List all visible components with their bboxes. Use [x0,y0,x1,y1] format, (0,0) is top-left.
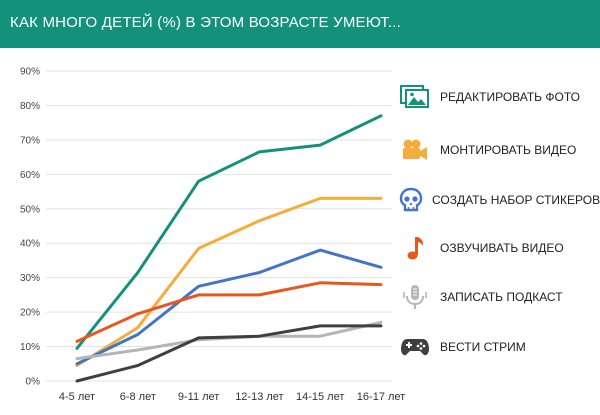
legend-item-voice-video: ОЗВУЧИВАТЬ ВИДЕО [398,233,598,263]
chart-title: КАК МНОГО ДЕТЕЙ (%) В ЭТОМ ВОЗРАСТЕ УМЕЮ… [10,14,402,31]
y-tick-label: 50% [20,204,40,215]
x-tick-label: 12-13 лет [235,391,283,403]
y-axis-ticks: 0% 10% 20% 30% 40% 50% 60% 70% 80% 90% [20,67,40,388]
legend-label: МОНТИРОВАТЬ ВИДЕО [440,143,577,157]
series-line-2 [75,196,383,367]
grid-lines [46,70,392,382]
microphone-icon [398,282,432,312]
y-tick-label: 80% [20,101,40,112]
photo-frames-icon [398,82,432,112]
series-line-1 [75,114,383,350]
video-camera-icon [398,135,432,165]
series-line-3 [75,248,383,366]
legend-label: ОЗВУЧИВАТЬ ВИДЕО [440,241,564,255]
legend-item-edit-photo: РЕДАКТИРОВАТЬ ФОТО [398,82,598,112]
legend-item-create-stickers: СОЗДАТЬ НАБОР СТИКЕРОВ [398,185,600,215]
x-tick-label: 14-15 лет [296,391,344,403]
legend-label: ВЕСТИ СТРИМ [440,340,526,354]
series-lines [75,114,383,383]
y-tick-label: 20% [20,308,40,319]
x-axis-ticks: 4-5 лет 6-8 лет 9-11 лет 12-13 лет 14-15 лет… [59,391,405,403]
gamepad-icon [398,332,432,362]
legend-label: РЕДАКТИРОВАТЬ ФОТО [440,90,580,104]
y-tick-label: 40% [20,239,40,250]
y-tick-label: 30% [20,273,40,284]
x-tick-label: 16-17 лет [357,391,405,403]
x-tick-label: 4-5 лет [59,391,95,403]
series-line-6 [75,324,383,383]
legend-item-record-podcast: ЗАПИСАТЬ ПОДКАСТ [398,282,598,312]
legend-item-stream: ВЕСТИ СТРИМ [398,332,598,362]
y-tick-label: 10% [20,342,40,353]
y-tick-label: 90% [20,67,40,78]
legend-label: ЗАПИСАТЬ ПОДКАСТ [440,290,563,304]
x-tick-label: 9-11 лет [178,391,219,403]
legend-label: СОЗДАТЬ НАБОР СТИКЕРОВ [432,193,600,207]
legend-item-edit-video: МОНТИРОВАТЬ ВИДЕО [398,135,598,165]
y-tick-label: 0% [26,377,41,388]
y-tick-label: 70% [20,135,40,146]
series-line-4 [75,281,383,343]
music-note-icon [398,233,432,263]
y-tick-label: 60% [20,170,40,181]
title-bar: КАК МНОГО ДЕТЕЙ (%) В ЭТОМ ВОЗРАСТЕ УМЕЮ… [0,0,600,48]
x-tick-label: 6-8 лет [120,391,156,403]
skull-icon [398,185,424,215]
